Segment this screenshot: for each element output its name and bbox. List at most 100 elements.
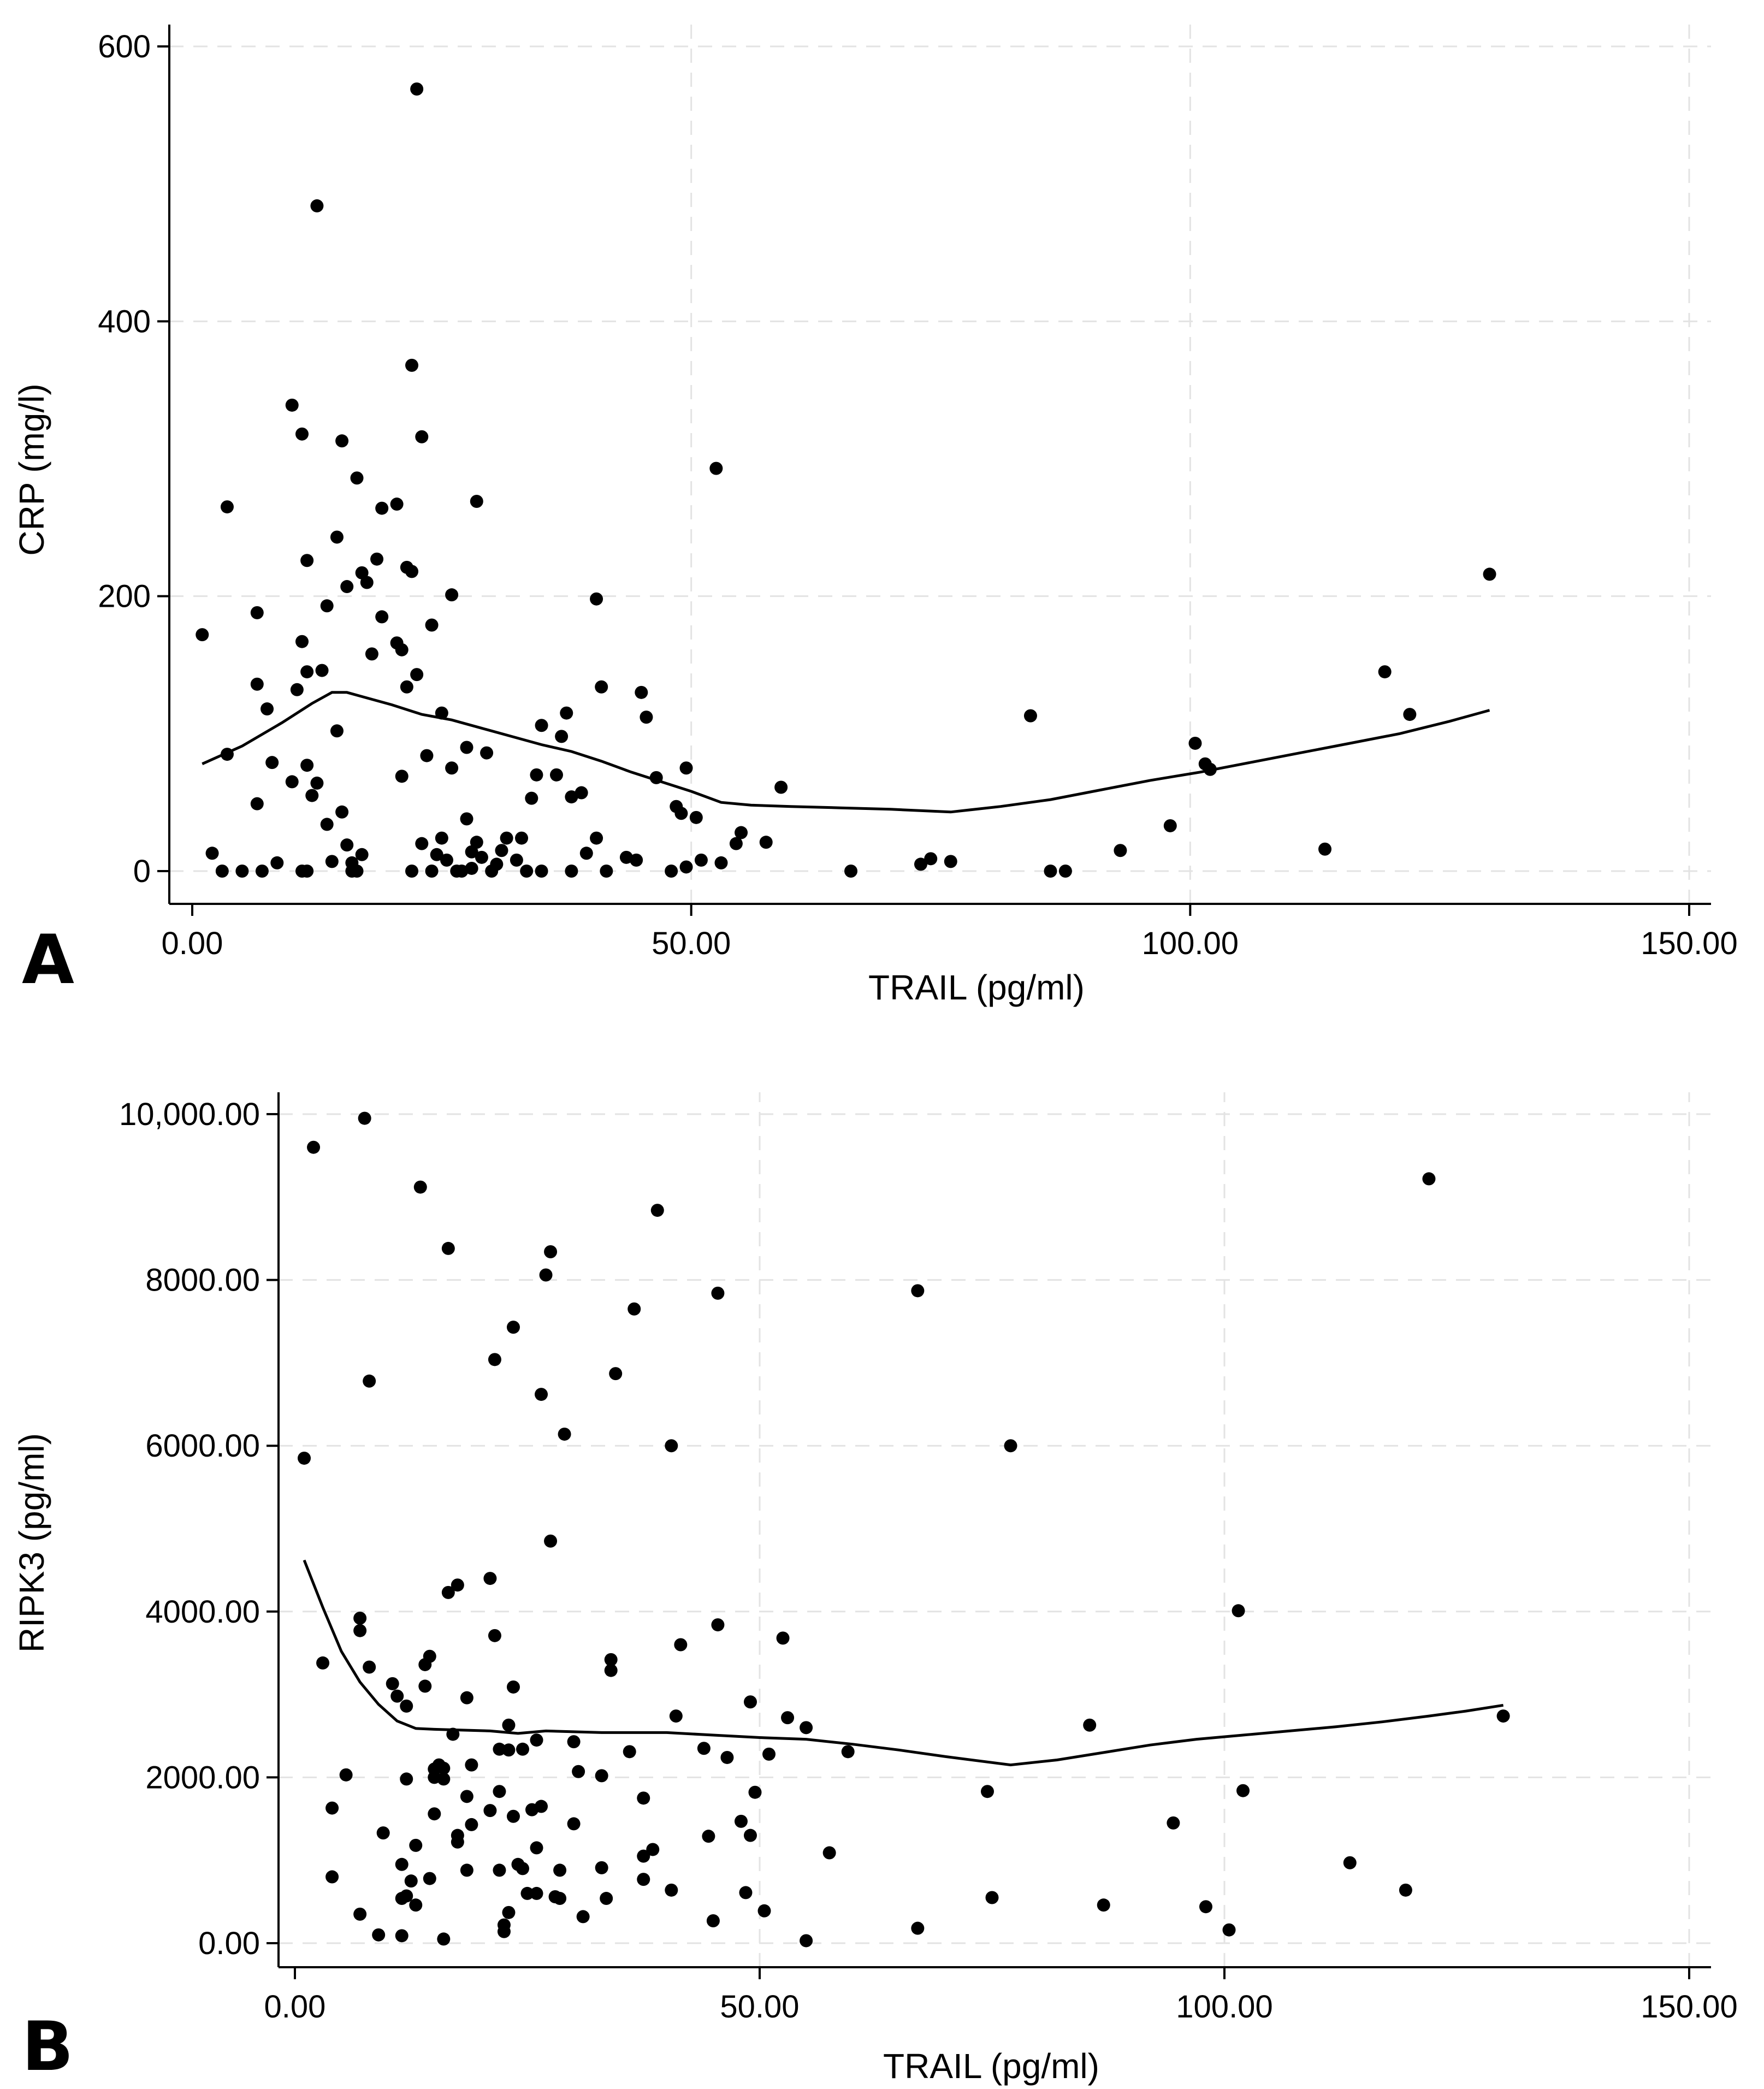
data-point [490,857,504,871]
data-point [600,1892,613,1905]
data-point [1083,1718,1097,1732]
data-point [567,1817,581,1831]
data-point [493,1785,506,1798]
data-point [370,552,384,566]
data-point [428,1807,441,1821]
data-point [635,685,648,699]
data-point [488,1629,501,1642]
data-point [295,635,309,648]
data-point [325,1870,339,1884]
data-point [1343,1856,1357,1869]
data-point [437,1772,451,1786]
data-point [250,677,264,691]
data-point [335,434,349,448]
data-point [220,500,234,514]
x-axis-title: TRAIL (pg/ml) [883,2046,1099,2086]
data-point [650,1204,664,1217]
data-point [196,628,209,642]
data-point [630,853,643,867]
data-point [423,1872,436,1885]
data-point [325,1801,339,1815]
data-point [516,1862,529,1875]
data-point [623,1745,636,1759]
data-point [706,1914,720,1928]
scatter-points [298,1111,1510,1948]
y-tick-label: 400 [98,304,151,339]
data-point [404,1874,418,1888]
data-point [553,1863,567,1877]
x-axis-title: TRAIL (pg/ml) [868,968,1085,1007]
data-point [285,775,299,789]
data-point [506,1809,520,1823]
x-tick-label: 50.00 [720,1989,799,2025]
data-point [739,1886,753,1899]
data-point [1318,842,1332,856]
x-tick-label: 100.00 [1142,926,1239,961]
data-point [600,865,613,878]
data-point [265,756,279,770]
data-point [841,1745,855,1759]
data-point [285,398,299,412]
data-point [440,853,453,867]
data-point [445,761,459,775]
data-point [493,1863,506,1877]
data-point [310,199,324,212]
data-point [215,865,229,878]
data-point [553,1892,567,1905]
data-point [339,1768,353,1782]
data-point [1004,1439,1017,1453]
data-point [640,711,653,724]
data-point [330,724,344,738]
data-point [535,1388,548,1401]
data-point [776,1631,790,1645]
data-point [1199,1900,1212,1914]
data-point [694,853,708,867]
data-point [530,1841,543,1855]
data-point [1097,1898,1110,1912]
data-point [400,680,413,694]
data-point [298,1451,311,1465]
data-point [375,501,389,515]
data-point [410,82,424,96]
data-point [669,1709,683,1723]
data-point [460,1790,473,1803]
data-point [300,865,314,878]
data-point [757,1904,771,1918]
panel-label: B [22,2008,74,2086]
x-tick-label: 100.00 [1176,1989,1272,2025]
data-point [376,1826,390,1840]
data-point [697,1742,711,1755]
data-point [307,1140,321,1154]
data-point [1483,567,1496,581]
plot-area: 0.00 50.00 100.00 150.00 0 200 400 600 [98,25,1738,961]
data-point [320,818,334,831]
data-point [980,1785,994,1798]
scatter-points [196,82,1496,878]
data-point [575,786,588,800]
data-point [702,1830,715,1843]
x-tick-label: 50.00 [652,926,731,961]
x-tick-label: 150.00 [1641,926,1737,961]
y-tick-label: 2000.00 [145,1760,260,1795]
data-point [395,770,409,783]
x-tick-label: 0.00 [264,1989,326,2025]
data-point [363,1660,376,1674]
data-point [535,865,548,878]
data-point [315,664,329,677]
data-point [335,805,349,819]
data-point [679,860,693,874]
data-point [539,1268,553,1282]
panel-a-crp-vs-trail: A TRAIL (pg/ml) CRP (mg/l) 0.00 50.00 100.… [12,25,1738,1007]
data-point [305,789,319,802]
data-point [1378,665,1392,679]
data-point [689,810,703,824]
data-point [363,1374,376,1388]
data-point [720,1750,734,1764]
data-point [911,1284,925,1298]
data-point [353,1907,367,1921]
data-point [340,580,354,594]
data-point [355,848,369,861]
data-point [567,1735,581,1749]
data-point [500,831,513,845]
data-point [465,1758,478,1772]
